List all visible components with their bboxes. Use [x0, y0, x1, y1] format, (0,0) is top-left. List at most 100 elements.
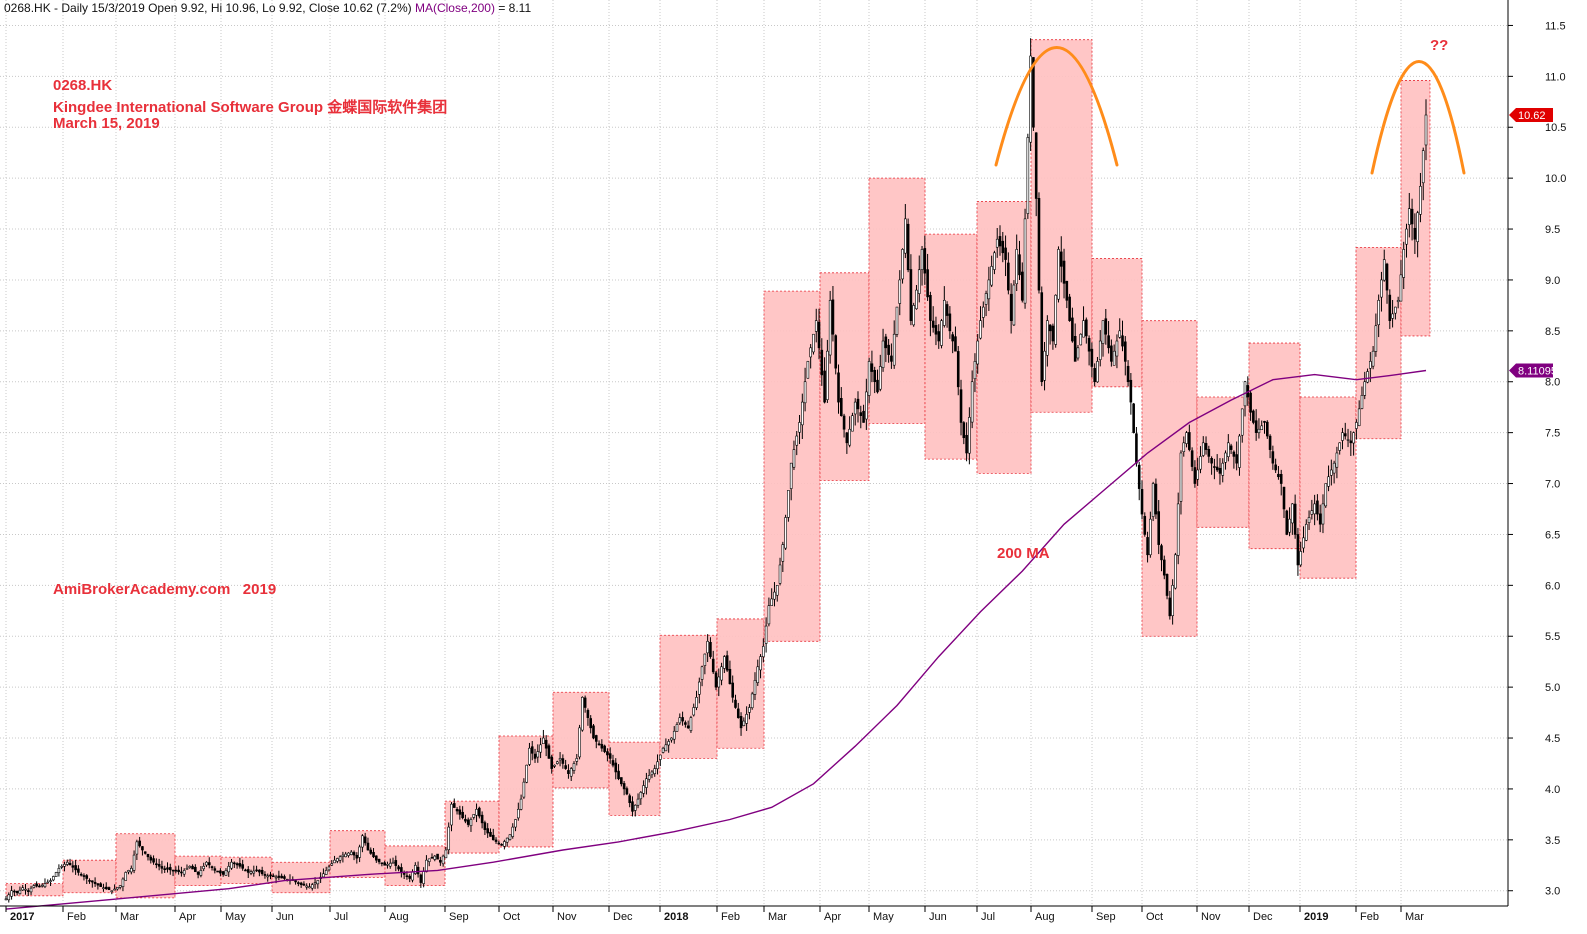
candle-body: [1090, 348, 1094, 367]
candle-body: [461, 811, 464, 819]
candle-body: [1385, 263, 1389, 291]
candle-body: [363, 836, 367, 844]
candle-body: [631, 801, 634, 812]
candle-body: [943, 300, 946, 326]
candle-body: [372, 851, 375, 858]
candle-body: [341, 854, 345, 857]
candle-body: [1048, 324, 1052, 332]
candle-body: [79, 873, 83, 876]
candle-body: [57, 868, 61, 874]
candle-body: [706, 641, 709, 654]
candle-body: [578, 727, 581, 758]
candle-body: [1316, 500, 1319, 515]
candle-body: [1093, 368, 1096, 383]
candle-body: [904, 218, 907, 254]
candle-body: [672, 730, 676, 740]
candle-body: [35, 883, 38, 887]
candle-body: [614, 762, 618, 773]
candle-body: [38, 885, 41, 888]
candle-body: [135, 841, 139, 855]
candle-body: [127, 870, 130, 873]
y-tick-label: 11.0: [1545, 71, 1566, 83]
price-tags: 10.62 8.11095: [1509, 108, 1557, 378]
candle-body: [1082, 320, 1085, 338]
candle-body: [837, 372, 840, 403]
candle-body: [157, 863, 161, 867]
candle-body: [909, 269, 913, 321]
monthly-range-box: [608, 741, 661, 816]
annotation-company: Kingdee International Software Group 金蝶国…: [53, 99, 448, 116]
candle-body: [252, 870, 256, 874]
candle-body: [881, 340, 885, 368]
candle-body: [851, 415, 854, 432]
candle-body: [1324, 483, 1328, 507]
candle-body: [129, 868, 133, 873]
candle-body: [859, 412, 863, 416]
candle-body: [1355, 422, 1358, 429]
candle-body: [1101, 320, 1105, 344]
candle-body: [1076, 347, 1080, 359]
candle-body: [1343, 433, 1347, 437]
candlestick-series: [4, 38, 1428, 903]
candle-body: [1118, 330, 1122, 338]
candle-body: [113, 888, 116, 891]
candle-body: [750, 693, 754, 709]
candle-body: [1288, 518, 1291, 533]
candle-body: [77, 868, 80, 873]
candle-body: [1238, 435, 1241, 468]
candle-body: [948, 313, 952, 332]
candle-body: [102, 887, 105, 889]
candle-body: [742, 720, 746, 726]
candle-body: [865, 391, 868, 420]
candle-body: [814, 320, 818, 332]
candle-body: [659, 754, 662, 760]
candle-body: [1107, 335, 1110, 349]
header-ma-label: MA(Close,200): [414, 1, 495, 15]
candle-body: [887, 344, 890, 355]
monthly-range-box: [552, 691, 610, 789]
candle-body: [227, 865, 231, 873]
candle-body: [1121, 335, 1124, 347]
candle-body: [645, 778, 648, 788]
candle-body: [1399, 274, 1403, 302]
candle-body: [1026, 137, 1030, 214]
x-tick-label: 2019: [1304, 911, 1328, 923]
candle-body: [1380, 279, 1383, 298]
candle-body: [711, 658, 715, 673]
candle-body: [503, 841, 506, 847]
candle-body: [436, 853, 439, 860]
x-tick-label: Feb: [67, 911, 86, 923]
candle-body: [923, 248, 927, 274]
candle-body: [697, 681, 701, 695]
candle-body: [330, 863, 334, 866]
candle-body: [1227, 442, 1230, 458]
candle-body: [823, 370, 826, 403]
candle-body: [1176, 503, 1180, 556]
candle-body: [920, 249, 924, 270]
y-tick-label: 10.0: [1545, 173, 1566, 185]
y-tick-label: 5.5: [1545, 631, 1560, 643]
candle-body: [728, 668, 732, 685]
candle-body: [52, 876, 55, 881]
x-tick-label: May: [225, 911, 246, 923]
candle-body: [1268, 435, 1272, 450]
candle-body: [522, 781, 526, 798]
annotation-date: March 15, 2019: [53, 115, 160, 132]
candle-body: [731, 682, 735, 698]
candle-body: [441, 855, 445, 865]
candle-body: [1396, 300, 1400, 303]
candle-body: [455, 809, 459, 812]
candle-body: [775, 585, 779, 596]
x-tick-label: Apr: [824, 911, 841, 923]
candle-body: [244, 869, 247, 872]
candle-body: [670, 737, 673, 741]
candle-body: [472, 814, 476, 818]
candle-body: [678, 717, 682, 724]
candle-body: [1332, 462, 1336, 474]
candle-body: [18, 889, 22, 895]
x-tick-label: Oct: [1146, 911, 1163, 923]
candle-body: [647, 775, 651, 780]
candle-body: [235, 863, 239, 866]
x-tick-label: Dec: [1253, 911, 1273, 923]
header-ma-value: = 8.11: [498, 1, 532, 15]
